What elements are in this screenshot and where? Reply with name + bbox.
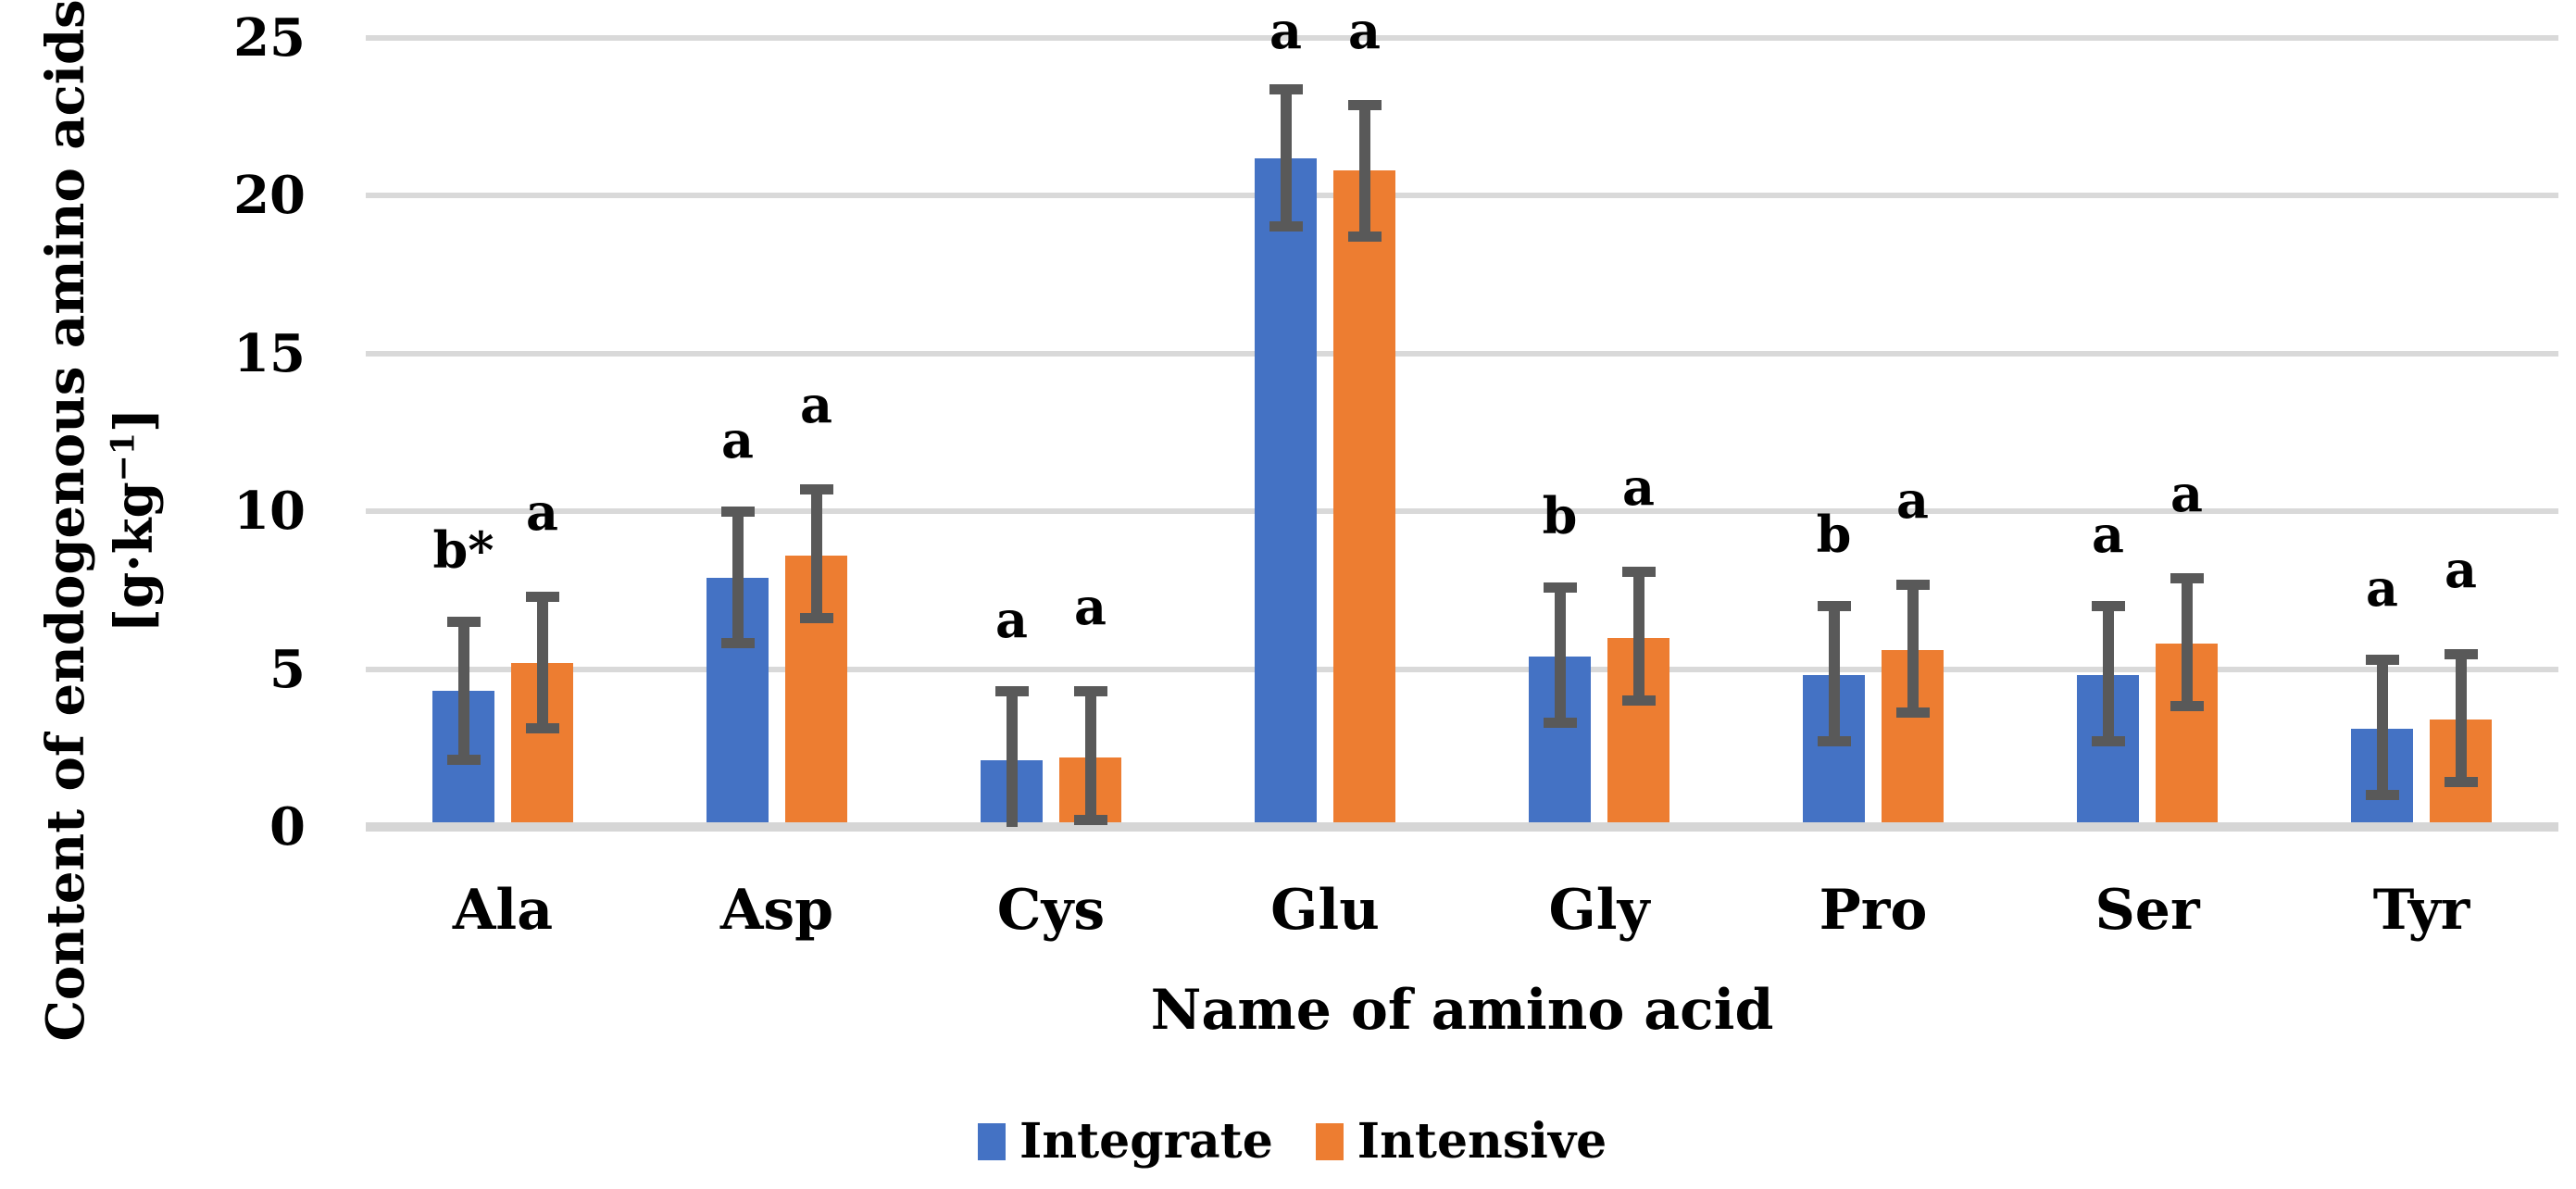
legend: Integrate Intensive xyxy=(978,1113,1607,1170)
error-bar-cap-bottom-integrate-glu xyxy=(1269,221,1303,232)
y-tick-label-0: 0 xyxy=(269,796,306,857)
error-bar-cap-top-intensive-ser xyxy=(2170,572,2204,583)
gridline-y20 xyxy=(366,193,2558,199)
error-bar-cap-top-intensive-cys xyxy=(1073,686,1107,697)
error-bar-intensive-cys xyxy=(1084,691,1096,821)
error-bar-integrate-ala xyxy=(457,621,469,761)
gridline-y5 xyxy=(366,666,2558,672)
significance-letter-integrate-pro: b xyxy=(1816,505,1852,565)
legend-swatch-integrate xyxy=(978,1122,1006,1160)
error-bar-cap-bottom-intensive-tyr xyxy=(2444,777,2478,788)
error-bar-cap-bottom-integrate-ala xyxy=(446,755,481,766)
error-bar-cap-top-integrate-cys xyxy=(994,686,1029,697)
legend-swatch-intensive xyxy=(1315,1122,1344,1160)
error-bar-cap-top-integrate-asp xyxy=(720,507,755,518)
error-bar-intensive-ala xyxy=(536,596,548,730)
y-tick-label-10: 10 xyxy=(233,481,306,543)
y-tick-label-5: 5 xyxy=(269,638,306,700)
error-bar-intensive-pro xyxy=(1907,583,1919,714)
x-category-label-tyr: Tyr xyxy=(2372,878,2470,943)
significance-letter-integrate-ala: b* xyxy=(432,520,494,581)
error-bar-cap-top-intensive-pro xyxy=(1895,579,1930,590)
error-bar-cap-top-integrate-tyr xyxy=(2365,655,2399,666)
x-axis-title: Name of amino acid xyxy=(1150,978,1774,1043)
y-tick-label-20: 20 xyxy=(233,165,306,227)
error-bar-cap-top-intensive-gly xyxy=(1621,566,1656,577)
error-bar-intensive-gly xyxy=(1632,570,1644,701)
error-bar-cap-top-integrate-ser xyxy=(2091,601,2125,612)
error-bar-cap-top-intensive-asp xyxy=(799,484,833,495)
error-bar-cap-bottom-integrate-ser xyxy=(2091,735,2125,746)
gridline-y25 xyxy=(366,35,2558,41)
significance-letter-intensive-asp: a xyxy=(800,375,832,435)
significance-letter-intensive-glu: a xyxy=(1348,1,1381,60)
x-category-label-gly: Gly xyxy=(1548,878,1650,943)
error-bar-cap-bottom-intensive-ala xyxy=(525,723,559,734)
bar-integrate-glu xyxy=(1255,157,1317,827)
error-bar-cap-top-integrate-gly xyxy=(1543,582,1577,593)
error-bar-intensive-tyr xyxy=(2455,653,2467,783)
significance-letter-integrate-gly: b xyxy=(1542,485,1578,545)
error-bar-cap-bottom-intensive-pro xyxy=(1895,707,1930,719)
legend-item-integrate: Integrate xyxy=(978,1113,1273,1170)
significance-letter-intensive-ser: a xyxy=(2170,463,2203,523)
error-bar-integrate-asp xyxy=(732,511,744,645)
x-category-label-cys: Cys xyxy=(996,878,1106,943)
significance-letter-integrate-ser: a xyxy=(2092,505,2124,565)
gridline-y15 xyxy=(366,350,2558,357)
error-bar-cap-bottom-intensive-gly xyxy=(1621,695,1656,706)
error-bar-integrate-tyr xyxy=(2376,659,2388,795)
significance-letter-intensive-cys: a xyxy=(1074,577,1107,637)
error-bar-integrate-pro xyxy=(1828,606,1840,742)
error-bar-cap-top-integrate-pro xyxy=(1817,601,1851,612)
legend-label-integrate: Integrate xyxy=(1019,1113,1273,1170)
significance-letter-intensive-ala: a xyxy=(526,482,558,543)
gridline-y10 xyxy=(366,508,2558,515)
error-bar-cap-top-integrate-glu xyxy=(1269,83,1303,94)
significance-letter-intensive-pro: a xyxy=(1896,469,1929,530)
significance-letter-integrate-tyr: a xyxy=(2366,558,2398,619)
significance-letter-intensive-gly: a xyxy=(1622,457,1655,517)
error-bar-intensive-asp xyxy=(810,489,822,620)
error-bar-integrate-ser xyxy=(2102,606,2114,742)
error-bar-cap-bottom-intensive-asp xyxy=(799,613,833,624)
x-category-label-ser: Ser xyxy=(2095,878,2200,943)
error-bar-cap-bottom-integrate-pro xyxy=(1817,735,1851,746)
error-bar-cap-bottom-integrate-gly xyxy=(1543,717,1577,728)
error-bar-cap-top-intensive-glu xyxy=(1347,99,1382,110)
error-bar-cap-bottom-integrate-tyr xyxy=(2365,789,2399,800)
error-bar-integrate-glu xyxy=(1280,88,1292,228)
x-category-label-ala: Ala xyxy=(452,878,554,943)
error-bar-cap-top-intensive-tyr xyxy=(2444,648,2478,659)
significance-letter-integrate-asp: a xyxy=(721,410,754,470)
x-category-label-pro: Pro xyxy=(1819,878,1928,943)
error-bar-cap-bottom-intensive-glu xyxy=(1347,231,1382,242)
error-bar-cap-bottom-intensive-cys xyxy=(1073,815,1107,826)
significance-letter-intensive-tyr: a xyxy=(2445,539,2477,599)
bar-intensive-glu xyxy=(1333,170,1395,827)
legend-label-intensive: Intensive xyxy=(1357,1113,1607,1170)
error-bar-integrate-gly xyxy=(1554,586,1566,723)
error-bar-cap-bottom-integrate-asp xyxy=(720,638,755,649)
error-bar-integrate-cys xyxy=(1006,691,1018,827)
x-axis-baseline xyxy=(366,822,2558,832)
y-tick-label-15: 15 xyxy=(233,322,306,384)
error-bar-cap-bottom-intensive-ser xyxy=(2170,701,2204,712)
error-bar-intensive-glu xyxy=(1358,104,1370,237)
x-category-label-glu: Glu xyxy=(1270,878,1380,943)
significance-letter-integrate-glu: a xyxy=(1269,1,1302,60)
error-bar-cap-top-integrate-ala xyxy=(446,617,481,628)
significance-letter-integrate-cys: a xyxy=(995,590,1028,650)
y-tick-label-25: 25 xyxy=(233,7,306,69)
x-category-label-asp: Asp xyxy=(719,878,834,943)
error-bar-cap-top-intensive-ala xyxy=(525,592,559,603)
legend-item-intensive: Intensive xyxy=(1315,1113,1607,1170)
error-bar-intensive-ser xyxy=(2181,577,2193,707)
